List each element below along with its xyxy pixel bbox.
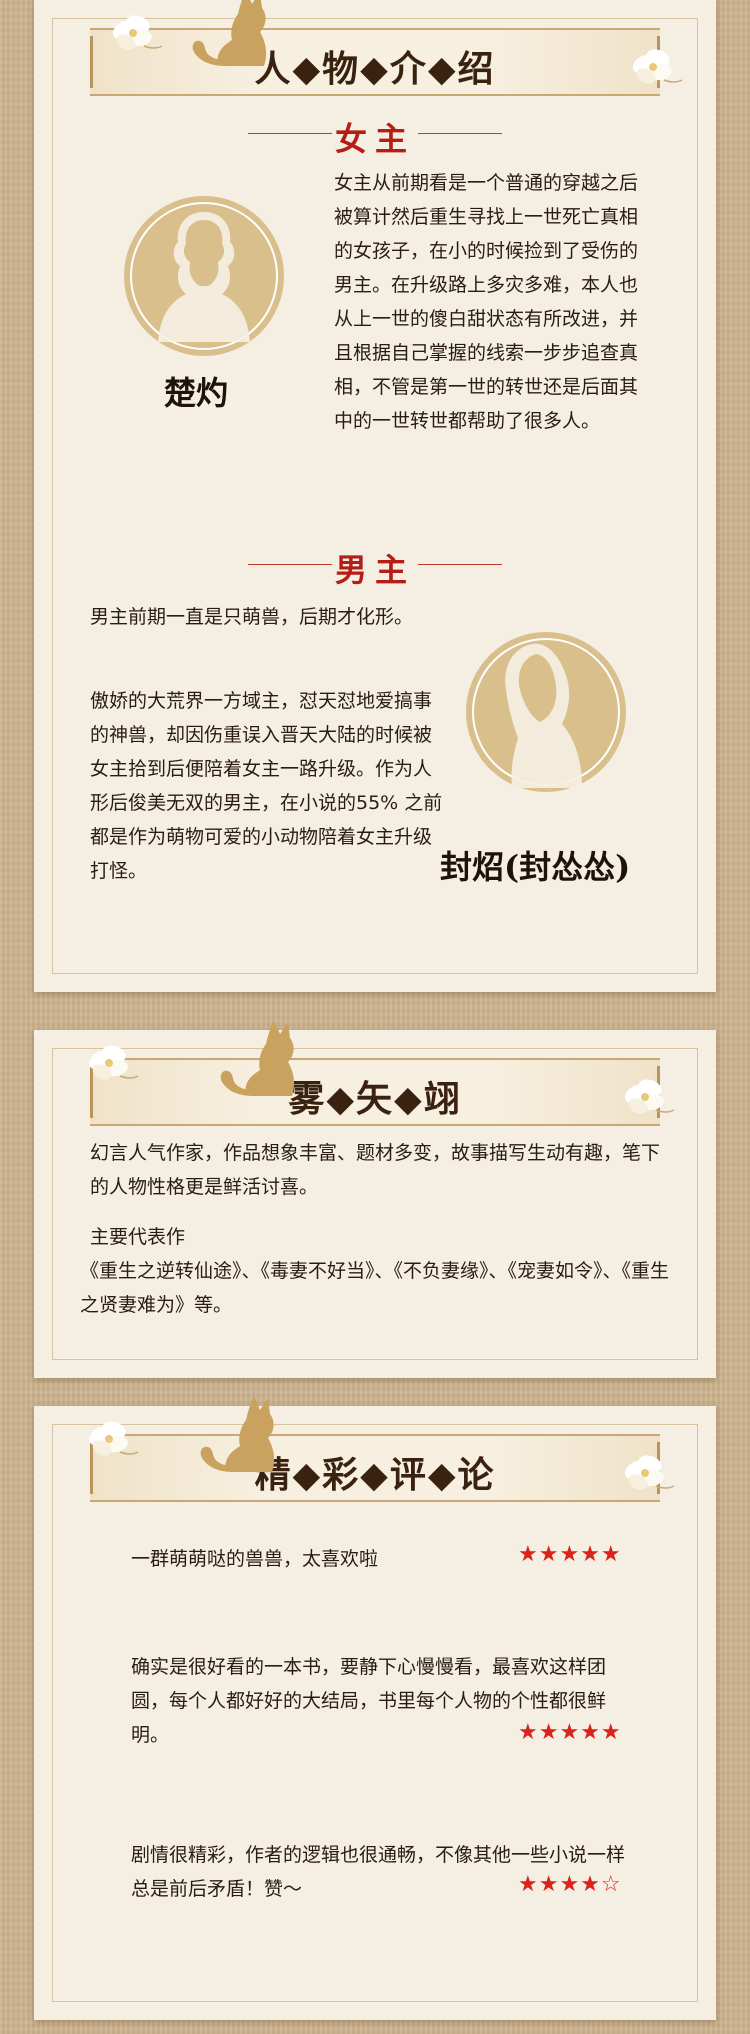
works-list: 《重生之逆转仙途》、《毒妻不好当》、《不负妻缘》、《宠妻如令》、《重生之贤妻难为…	[80, 1260, 670, 1316]
female-lead-description: 女主从前期看是一个普通的穿越之后被算计然后重生寻找上一世死亡真相的女孩子，在小的…	[334, 172, 639, 432]
flower-icon	[80, 1036, 140, 1084]
reviews-card: 精◆彩◆评◆论 一群萌萌哒的兽兽，太喜欢啦 ★★★★★ 确实是很好看的一本书，要…	[34, 1406, 716, 2020]
character-intro-card: 人◆物◆介◆绍 女主 楚灼 女主从前期看是一个普通的穿越之后被算计然后重生寻找上…	[34, 0, 716, 992]
flower-icon	[624, 40, 684, 88]
review-stars: ★★★★☆	[518, 1872, 622, 1897]
section-banner: 雾◆矢◆翊	[90, 1058, 660, 1126]
heading-rule-left	[248, 133, 332, 134]
male-lead-description-1: 男主前期一直是只萌兽，后期才化形。	[90, 606, 414, 628]
female-lead-heading: 女主	[334, 120, 415, 158]
female-portrait-icon	[124, 196, 284, 356]
flower-icon	[80, 1412, 140, 1460]
heading-rule-left	[248, 564, 332, 565]
male-portrait-icon	[466, 632, 626, 792]
author-bio: 幻言人气作家，作品想象丰富、题材多变，故事描写生动有趣，笔下的人物性格更是鲜活讨…	[90, 1142, 661, 1198]
banner-title: 人◆物◆介◆绍	[254, 48, 496, 90]
author-card: 雾◆矢◆翊 幻言人气作家，作品想象丰富、题材多变，故事描写生动有趣，笔下的人物性…	[34, 1030, 716, 1378]
male-lead-name: 封炤(封怂怂)	[440, 848, 631, 886]
works-label: 主要代表作	[90, 1226, 186, 1248]
review-text: 一群萌萌哒的兽兽，太喜欢啦	[131, 1548, 379, 1570]
cat-silhouette-icon	[214, 1016, 306, 1104]
heading-rule-right	[418, 133, 502, 134]
male-lead-heading: 男主	[334, 551, 415, 589]
review-stars: ★★★★★	[518, 1542, 622, 1567]
heading-rule-right	[418, 564, 502, 565]
card-border	[52, 1048, 698, 1360]
review-text: 剧情很精彩，作者的逻辑也很通畅，不像其他一些小说一样总是前后矛盾！赞～	[131, 1844, 626, 1900]
flower-icon	[616, 1070, 676, 1118]
section-banner: 精◆彩◆评◆论	[90, 1434, 660, 1502]
card-border	[52, 18, 698, 974]
banner-title: 精◆彩◆评◆论	[254, 1454, 496, 1496]
cat-silhouette-icon	[194, 1392, 286, 1480]
section-banner: 人◆物◆介◆绍	[90, 28, 660, 96]
cat-silhouette-icon	[186, 0, 278, 74]
review-stars: ★★★★★	[518, 1720, 622, 1745]
card-border	[52, 1424, 698, 2002]
female-lead-name: 楚灼	[164, 374, 229, 412]
review-text: 确实是很好看的一本书，要静下心慢慢看，最喜欢这样团圆，每个人都好好的大结局，书里…	[131, 1656, 607, 1746]
flower-icon	[104, 6, 164, 54]
banner-title: 雾◆矢◆翊	[288, 1078, 462, 1120]
male-lead-description-2: 傲娇的大荒界一方域主，怼天怼地爱搞事的神兽，却因伤重误入晋天大陆的时候被女主拾到…	[90, 690, 443, 882]
flower-icon	[616, 1446, 676, 1494]
